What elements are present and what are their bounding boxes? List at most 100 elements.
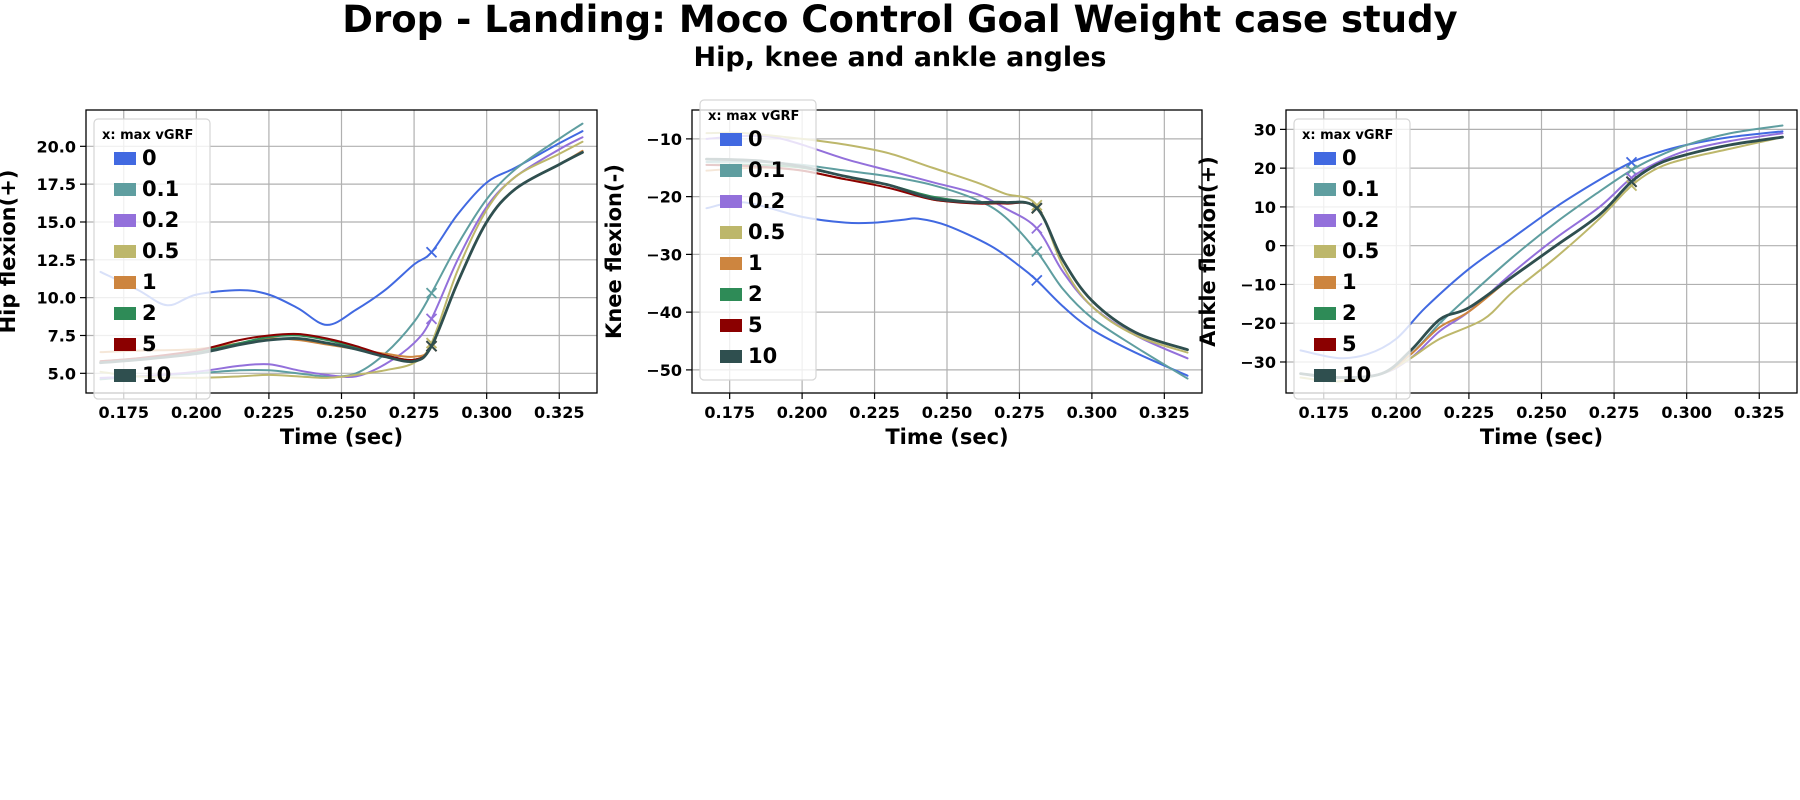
- legend-label: 10: [142, 363, 171, 387]
- legend-swatch: [114, 245, 136, 258]
- x-tick-label: 0.175: [98, 403, 149, 422]
- legend-label: 0.1: [142, 177, 179, 201]
- y-tick-label: 30: [1254, 120, 1276, 139]
- y-tick-label: 20.0: [37, 137, 76, 156]
- y-tick-label: −40: [646, 303, 682, 322]
- legend-swatch: [114, 369, 136, 382]
- x-tick-label: 0.275: [1589, 403, 1640, 422]
- y-tick-label: 10.0: [37, 289, 76, 308]
- legend-item-0: 0: [720, 127, 763, 151]
- legend-swatch: [1314, 307, 1336, 320]
- legend-swatch: [114, 152, 136, 165]
- figure-subtitle: Hip, knee and ankle angles: [693, 42, 1107, 73]
- legend-item-2: 2: [720, 282, 763, 306]
- legend: x: max vGRF 0 0.1 0.2 0.5 1 2 5 10: [93, 118, 211, 400]
- legend-label: 0: [142, 146, 157, 170]
- x-axis-label: Time (sec): [280, 425, 403, 449]
- y-tick-label: 7.5: [48, 326, 76, 345]
- x-tick-label: 0.250: [1516, 403, 1567, 422]
- x-tick-label: 0.200: [171, 403, 222, 422]
- y-axis-label: Knee flexion(-): [602, 164, 626, 339]
- legend-item-5: 5: [720, 313, 763, 337]
- legend-swatch: [1314, 214, 1336, 227]
- legend-item-0: 0: [1314, 146, 1357, 170]
- legend-label: 2: [748, 282, 763, 306]
- legend-item-1: 1: [720, 251, 763, 275]
- legend-item-5: 5: [1314, 332, 1357, 356]
- legend-item-0.1: 0.1: [720, 158, 785, 182]
- legend-item-0.5: 0.5: [1314, 239, 1379, 263]
- legend-title: x: max vGRF: [1302, 128, 1393, 143]
- series-line-10: [99, 150, 584, 365]
- legend-item-10: 10: [1314, 363, 1371, 387]
- x-tick-label: 0.275: [389, 403, 440, 422]
- y-tick-label: 20: [1254, 159, 1276, 178]
- legend-label: 0: [1342, 146, 1357, 170]
- x-tick-label: 0.325: [534, 403, 585, 422]
- y-tick-label: −30: [646, 245, 682, 264]
- x-tick-label: 0.200: [777, 403, 828, 422]
- legend-item-0.2: 0.2: [1314, 208, 1379, 232]
- y-tick-label: 15.0: [37, 213, 76, 232]
- x-axis-label: Time (sec): [1480, 425, 1603, 449]
- series-line-0.5: [99, 140, 584, 379]
- vgrf-marker-0.1: [1031, 245, 1043, 258]
- legend-item-10: 10: [720, 344, 777, 368]
- vgrf-marker-0.5: [1625, 179, 1638, 192]
- y-tick-label: −30: [1240, 353, 1276, 372]
- vgrf-marker-0: [1031, 274, 1043, 287]
- legend-swatch: [720, 195, 742, 208]
- x-tick-label: 0.300: [461, 403, 512, 422]
- legend: x: max vGRF 0 0.1 0.2 0.5 1 2 5 10: [1293, 118, 1411, 400]
- legend-title: x: max vGRF: [708, 109, 799, 124]
- legend-item-0.2: 0.2: [114, 208, 179, 232]
- legend-swatch: [720, 288, 742, 301]
- legend-swatch: [720, 226, 742, 239]
- legend-item-0.1: 0.1: [1314, 177, 1379, 201]
- legend-swatch: [114, 338, 136, 351]
- vgrf-marker-10: [1031, 202, 1043, 214]
- legend-label: 10: [1342, 363, 1371, 387]
- y-tick-label: 10: [1254, 198, 1276, 217]
- legend-swatch: [720, 319, 742, 332]
- figure-title: Drop - Landing: Moco Control Goal Weight…: [342, 0, 1458, 41]
- legend-label: 1: [142, 270, 157, 294]
- legend-swatch: [114, 276, 136, 289]
- legend-label: 5: [748, 313, 763, 337]
- vgrf-marker-0.1: [425, 287, 438, 299]
- y-tick-label: −10: [646, 130, 682, 149]
- legend-swatch: [720, 257, 742, 270]
- legend-swatch: [114, 214, 136, 227]
- legend-swatch: [720, 164, 742, 177]
- legend-swatch: [1314, 183, 1336, 196]
- x-tick-label: 0.225: [1444, 403, 1495, 422]
- legend-swatch: [1314, 276, 1336, 289]
- vgrf-marker-0.2: [425, 313, 438, 325]
- x-axis-label: Time (sec): [885, 425, 1008, 449]
- chart-panel-1: 0.175 0.200 0.225 0.250 0.275 0.300 0.325−50−4…: [602, 99, 1203, 449]
- x-tick-label: 0.325: [1139, 403, 1190, 422]
- legend-item-0.5: 0.5: [114, 239, 179, 263]
- legend-label: 1: [1342, 270, 1357, 294]
- legend-label: 2: [1342, 301, 1357, 325]
- legend-swatch: [114, 183, 136, 196]
- legend-label: 2: [142, 301, 157, 325]
- legend-item-1: 1: [1314, 270, 1357, 294]
- vgrf-marker-0.2: [1031, 222, 1043, 235]
- legend-swatch: [1314, 152, 1336, 165]
- legend-swatch: [720, 133, 742, 146]
- vgrf-marker-10: [425, 340, 438, 352]
- legend: x: max vGRF 0 0.1 0.2 0.5 1 2 5 10: [699, 99, 817, 381]
- legend-swatch: [1314, 338, 1336, 351]
- legend-label: 0.2: [748, 189, 785, 213]
- legend-label: 0.5: [748, 220, 785, 244]
- legend-title: x: max vGRF: [102, 128, 193, 143]
- x-tick-label: 0.275: [994, 403, 1045, 422]
- y-tick-label: −50: [646, 361, 682, 380]
- x-tick-label: 0.175: [704, 403, 755, 422]
- legend-swatch: [720, 350, 742, 363]
- vgrf-marker-0.5: [1031, 199, 1043, 211]
- y-axis-label: Hip flexion(+): [0, 170, 20, 334]
- y-tick-label: 0: [1265, 237, 1276, 256]
